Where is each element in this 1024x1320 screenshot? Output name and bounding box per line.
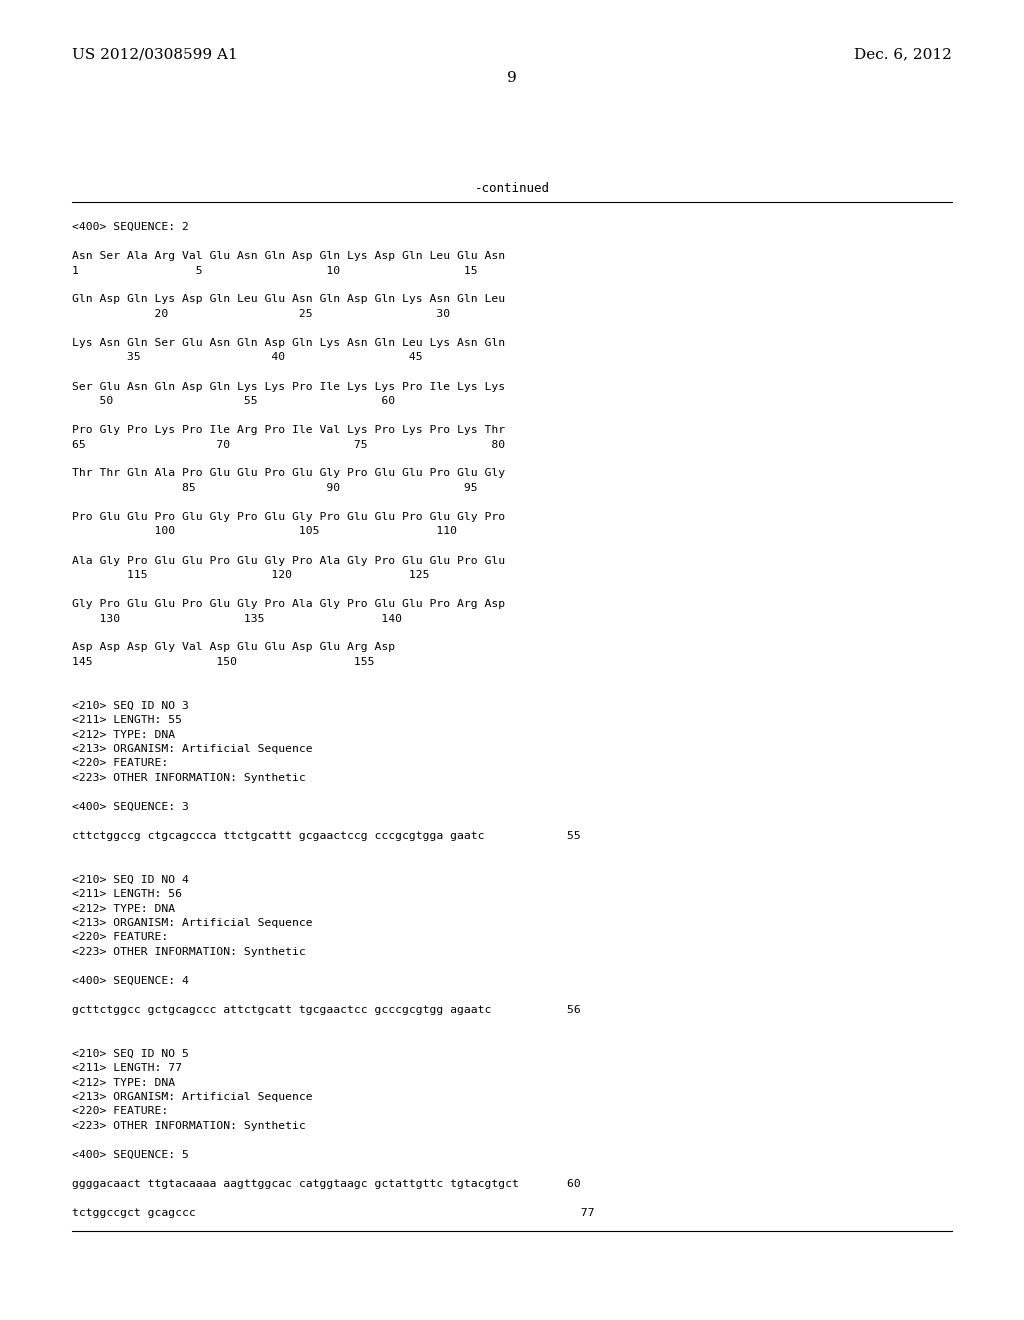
Text: Ser Glu Asn Gln Asp Gln Lys Lys Pro Ile Lys Lys Pro Ile Lys Lys: Ser Glu Asn Gln Asp Gln Lys Lys Pro Ile …	[72, 381, 505, 392]
Text: 20                   25                  30: 20 25 30	[72, 309, 451, 319]
Text: <212> TYPE: DNA: <212> TYPE: DNA	[72, 730, 175, 739]
Text: <210> SEQ ID NO 5: <210> SEQ ID NO 5	[72, 1048, 188, 1059]
Text: <400> SEQUENCE: 3: <400> SEQUENCE: 3	[72, 803, 188, 812]
Text: <211> LENGTH: 55: <211> LENGTH: 55	[72, 715, 182, 725]
Text: <220> FEATURE:: <220> FEATURE:	[72, 932, 168, 942]
Text: 115                  120                 125: 115 120 125	[72, 570, 429, 579]
Text: 1                 5                  10                  15: 1 5 10 15	[72, 265, 477, 276]
Text: 50                   55                  60: 50 55 60	[72, 396, 395, 407]
Text: 145                  150                 155: 145 150 155	[72, 657, 375, 667]
Text: <213> ORGANISM: Artificial Sequence: <213> ORGANISM: Artificial Sequence	[72, 917, 312, 928]
Text: Ala Gly Pro Glu Glu Pro Glu Gly Pro Ala Gly Pro Glu Glu Pro Glu: Ala Gly Pro Glu Glu Pro Glu Gly Pro Ala …	[72, 556, 505, 565]
Text: ggggacaact ttgtacaaaa aagttggcac catggtaagc gctattgttc tgtacgtgct       60: ggggacaact ttgtacaaaa aagttggcac catggta…	[72, 1179, 581, 1189]
Text: 35                   40                  45: 35 40 45	[72, 352, 423, 363]
Text: 100                  105                 110: 100 105 110	[72, 527, 457, 536]
Text: 9: 9	[507, 71, 517, 84]
Text: <400> SEQUENCE: 4: <400> SEQUENCE: 4	[72, 975, 188, 986]
Text: cttctggccg ctgcagccca ttctgcattt gcgaactccg cccgcgtgga gaatc            55: cttctggccg ctgcagccca ttctgcattt gcgaact…	[72, 832, 581, 841]
Text: <220> FEATURE:: <220> FEATURE:	[72, 1106, 168, 1117]
Text: Dec. 6, 2012: Dec. 6, 2012	[854, 48, 952, 61]
Text: Pro Gly Pro Lys Pro Ile Arg Pro Ile Val Lys Pro Lys Pro Lys Thr: Pro Gly Pro Lys Pro Ile Arg Pro Ile Val …	[72, 425, 505, 436]
Text: -continued: -continued	[474, 182, 550, 195]
Text: <211> LENGTH: 56: <211> LENGTH: 56	[72, 888, 182, 899]
Text: Pro Glu Glu Pro Glu Gly Pro Glu Gly Pro Glu Glu Pro Glu Gly Pro: Pro Glu Glu Pro Glu Gly Pro Glu Gly Pro …	[72, 512, 505, 521]
Text: <210> SEQ ID NO 4: <210> SEQ ID NO 4	[72, 874, 188, 884]
Text: 130                  135                 140: 130 135 140	[72, 614, 402, 623]
Text: <212> TYPE: DNA: <212> TYPE: DNA	[72, 903, 175, 913]
Text: Asp Asp Asp Gly Val Asp Glu Glu Asp Glu Arg Asp: Asp Asp Asp Gly Val Asp Glu Glu Asp Glu …	[72, 643, 395, 652]
Text: <212> TYPE: DNA: <212> TYPE: DNA	[72, 1077, 175, 1088]
Text: <223> OTHER INFORMATION: Synthetic: <223> OTHER INFORMATION: Synthetic	[72, 1121, 306, 1131]
Text: 65                   70                  75                  80: 65 70 75 80	[72, 440, 505, 450]
Text: <211> LENGTH: 77: <211> LENGTH: 77	[72, 1063, 182, 1073]
Text: Gly Pro Glu Glu Pro Glu Gly Pro Ala Gly Pro Glu Glu Pro Arg Asp: Gly Pro Glu Glu Pro Glu Gly Pro Ala Gly …	[72, 599, 505, 609]
Text: Gln Asp Gln Lys Asp Gln Leu Glu Asn Gln Asp Gln Lys Asn Gln Leu: Gln Asp Gln Lys Asp Gln Leu Glu Asn Gln …	[72, 294, 505, 305]
Text: tctggccgct gcagccc                                                        77: tctggccgct gcagccc 77	[72, 1208, 595, 1218]
Text: <210> SEQ ID NO 3: <210> SEQ ID NO 3	[72, 701, 188, 710]
Text: Asn Ser Ala Arg Val Glu Asn Gln Asp Gln Lys Asp Gln Leu Glu Asn: Asn Ser Ala Arg Val Glu Asn Gln Asp Gln …	[72, 251, 505, 261]
Text: <213> ORGANISM: Artificial Sequence: <213> ORGANISM: Artificial Sequence	[72, 1092, 312, 1102]
Text: Thr Thr Gln Ala Pro Glu Glu Pro Glu Gly Pro Glu Glu Pro Glu Gly: Thr Thr Gln Ala Pro Glu Glu Pro Glu Gly …	[72, 469, 505, 479]
Text: <213> ORGANISM: Artificial Sequence: <213> ORGANISM: Artificial Sequence	[72, 744, 312, 754]
Text: <223> OTHER INFORMATION: Synthetic: <223> OTHER INFORMATION: Synthetic	[72, 946, 306, 957]
Text: gcttctggcc gctgcagccc attctgcatt tgcgaactcc gcccgcgtgg agaatc           56: gcttctggcc gctgcagccc attctgcatt tgcgaac…	[72, 1005, 581, 1015]
Text: <400> SEQUENCE: 5: <400> SEQUENCE: 5	[72, 1150, 188, 1160]
Text: <400> SEQUENCE: 2: <400> SEQUENCE: 2	[72, 222, 188, 232]
Text: US 2012/0308599 A1: US 2012/0308599 A1	[72, 48, 238, 61]
Text: Lys Asn Gln Ser Glu Asn Gln Asp Gln Lys Asn Gln Leu Lys Asn Gln: Lys Asn Gln Ser Glu Asn Gln Asp Gln Lys …	[72, 338, 505, 348]
Text: <223> OTHER INFORMATION: Synthetic: <223> OTHER INFORMATION: Synthetic	[72, 774, 306, 783]
Text: <220> FEATURE:: <220> FEATURE:	[72, 759, 168, 768]
Text: 85                   90                  95: 85 90 95	[72, 483, 477, 492]
